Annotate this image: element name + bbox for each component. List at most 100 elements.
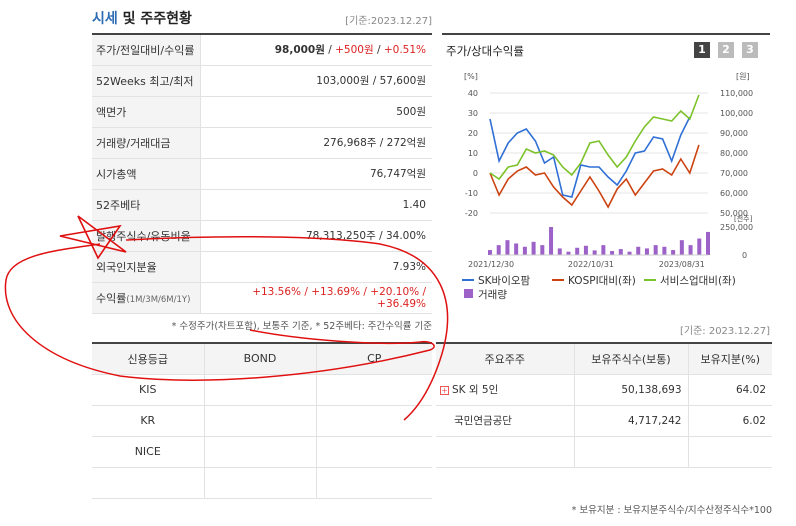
volume-bar <box>644 248 649 255</box>
y-right-tick-label: 60,000 <box>720 189 748 198</box>
price-chart: [%] [원] 40 30 20 10 0 -10 -20 110,000 100,000 90,00… <box>462 72 753 301</box>
price-change: +500원 <box>335 44 374 57</box>
volume-bar <box>662 246 667 255</box>
chart-page-2-button[interactable]: 2 <box>718 42 734 58</box>
chart-page-3-button[interactable]: 3 <box>742 42 758 58</box>
y-left-tick-label: 20 <box>468 129 478 138</box>
volume-bar <box>601 245 606 255</box>
table-row <box>436 436 772 468</box>
table-row: 액면가 500원 <box>92 96 432 127</box>
holder-shares: 4,717,242 <box>574 405 689 437</box>
cp-rating <box>316 436 432 468</box>
holder-shares: 50,138,693 <box>574 374 689 406</box>
y-right-tick-label: 100,000 <box>720 109 753 118</box>
volume-bar <box>514 243 519 255</box>
volume-bar <box>575 247 580 255</box>
volume-bar <box>522 246 527 255</box>
legend-label: SK바이오팜 <box>478 275 531 287</box>
holders-base-date: [기준: 2023.12.27] <box>679 326 770 337</box>
bond-rating <box>204 405 317 437</box>
table-row: 52Weeks 최고/최저 103,000원 / 57,600원 <box>92 65 432 96</box>
table-row: 발행주식수/유동비율 78,313,250주 / 34.00% <box>92 220 432 251</box>
cp-rating <box>316 405 432 437</box>
section-title-highlight: 시세 <box>92 11 118 27</box>
row-value: 103,000원 / 57,600원 <box>316 75 426 87</box>
row-label: 발행주식수/유동비율 <box>92 220 201 251</box>
row-value: 78,313,250주 / 34.00% <box>305 230 426 242</box>
major-shareholders-table: 주요주주 보유주식수(보통) 보유지분(%) + SK 외 5인 50,138,6… <box>436 342 772 468</box>
bond-rating <box>204 467 317 499</box>
col-header: 보유지분(%) <box>688 343 772 375</box>
volume-bar <box>566 251 571 255</box>
row-value: 276,968주 / 272억원 <box>323 137 426 149</box>
row-label: 주가/전일대비/수익률 <box>92 34 201 65</box>
bar-axis-tick-label: 250,000 <box>720 223 753 232</box>
return-values: +13.56% / +13.69% / +20.10% / +36.49% <box>252 285 426 310</box>
col-header: 주요주주 <box>436 343 575 375</box>
row-label: 거래량/거래대금 <box>92 127 201 158</box>
holder-pct: 64.02 <box>688 374 772 406</box>
volume-bar <box>583 245 588 255</box>
row-value: 7.93% <box>392 260 426 273</box>
bar-axis-tick-label: 0 <box>742 251 747 260</box>
col-header: CP <box>316 343 432 375</box>
table-row: 국민연금공단 4,717,242 6.02 <box>436 405 772 437</box>
table-row: 거래량/거래대금 276,968주 / 272억원 <box>92 127 432 158</box>
chart-page-1-button[interactable]: 1 <box>694 42 710 58</box>
row-label: 52주베타 <box>92 189 201 220</box>
cp-rating <box>316 467 432 499</box>
agency-name: NICE <box>92 436 205 468</box>
table-row: 주가/전일대비/수익률 98,000원 / +500원 / +0.51% <box>92 34 432 65</box>
table-row: 수익률(1M/3M/6M/1Y) +13.56% / +13.69% / +20… <box>92 282 432 313</box>
table-row: KIS <box>92 374 432 406</box>
row-label: 시가총액 <box>92 158 201 189</box>
series-line <box>489 144 700 209</box>
y-right-tick-label: 80,000 <box>720 149 748 158</box>
holder-pct: 6.02 <box>688 405 772 437</box>
col-header: BOND <box>204 343 317 375</box>
y-right-tick-label: 50,000 <box>720 209 748 218</box>
expand-icon[interactable]: + <box>440 385 449 395</box>
table-row: KR <box>92 405 432 437</box>
row-label: 수익률(1M/3M/6M/1Y) <box>92 282 201 313</box>
y-right-tick-label: 90,000 <box>720 129 748 138</box>
volume-bar <box>697 238 702 255</box>
volume-bar <box>531 241 536 255</box>
table-row: NICE <box>92 436 432 468</box>
volume-bar <box>610 251 615 255</box>
table-row: 52주베타 1.40 <box>92 189 432 220</box>
legend-label: 거래량 <box>478 289 507 301</box>
x-tick-label: 2022/10/31 <box>568 260 614 269</box>
price-rate: +0.51% <box>383 44 426 57</box>
volume-bar <box>679 240 684 255</box>
row-value: 500원 <box>396 106 426 118</box>
left-axis-unit: [%] <box>464 72 478 81</box>
table-header-row: 신용등급 BOND CP <box>92 343 432 375</box>
agency-name: KIS <box>92 374 205 406</box>
volume-bar <box>496 245 501 255</box>
row-label: 외국인지분율 <box>92 251 201 282</box>
legend-label: 서비스업대비(좌) <box>660 274 736 287</box>
volume-bar <box>540 245 545 255</box>
chart-panel: 주가/상대수익률 1 2 3 [%] [원] 40 30 20 10 0 -10 -20 110,… <box>442 33 770 313</box>
row-value: 98,000원 / +500원 / +0.51% <box>274 44 426 57</box>
x-tick-label: 2023/08/31 <box>659 260 705 269</box>
volume-bar <box>618 249 623 255</box>
volume-bar <box>671 250 676 255</box>
base-date: [기준:2023.12.27] <box>345 16 432 27</box>
table-row <box>92 467 432 499</box>
row-value: 76,747억원 <box>369 168 426 180</box>
volume-bar <box>688 245 693 255</box>
holder-name <box>436 436 575 468</box>
holder-shares <box>574 436 689 468</box>
series-line <box>489 116 691 198</box>
volume-bar <box>592 250 597 255</box>
section-header: 시세 및 주주현황 [기준:2023.12.27] <box>92 8 432 30</box>
y-left-tick-label: -20 <box>465 209 478 218</box>
holders-note: * 보유지분 : 보유지분주식수/지수산정주식수*100 <box>571 505 772 516</box>
y-right-tick-label: 110,000 <box>720 89 753 98</box>
volume-bar <box>627 251 632 255</box>
right-axis-unit: [원] <box>736 72 750 81</box>
series-line <box>489 94 700 181</box>
y-right-tick-label: 70,000 <box>720 169 748 178</box>
